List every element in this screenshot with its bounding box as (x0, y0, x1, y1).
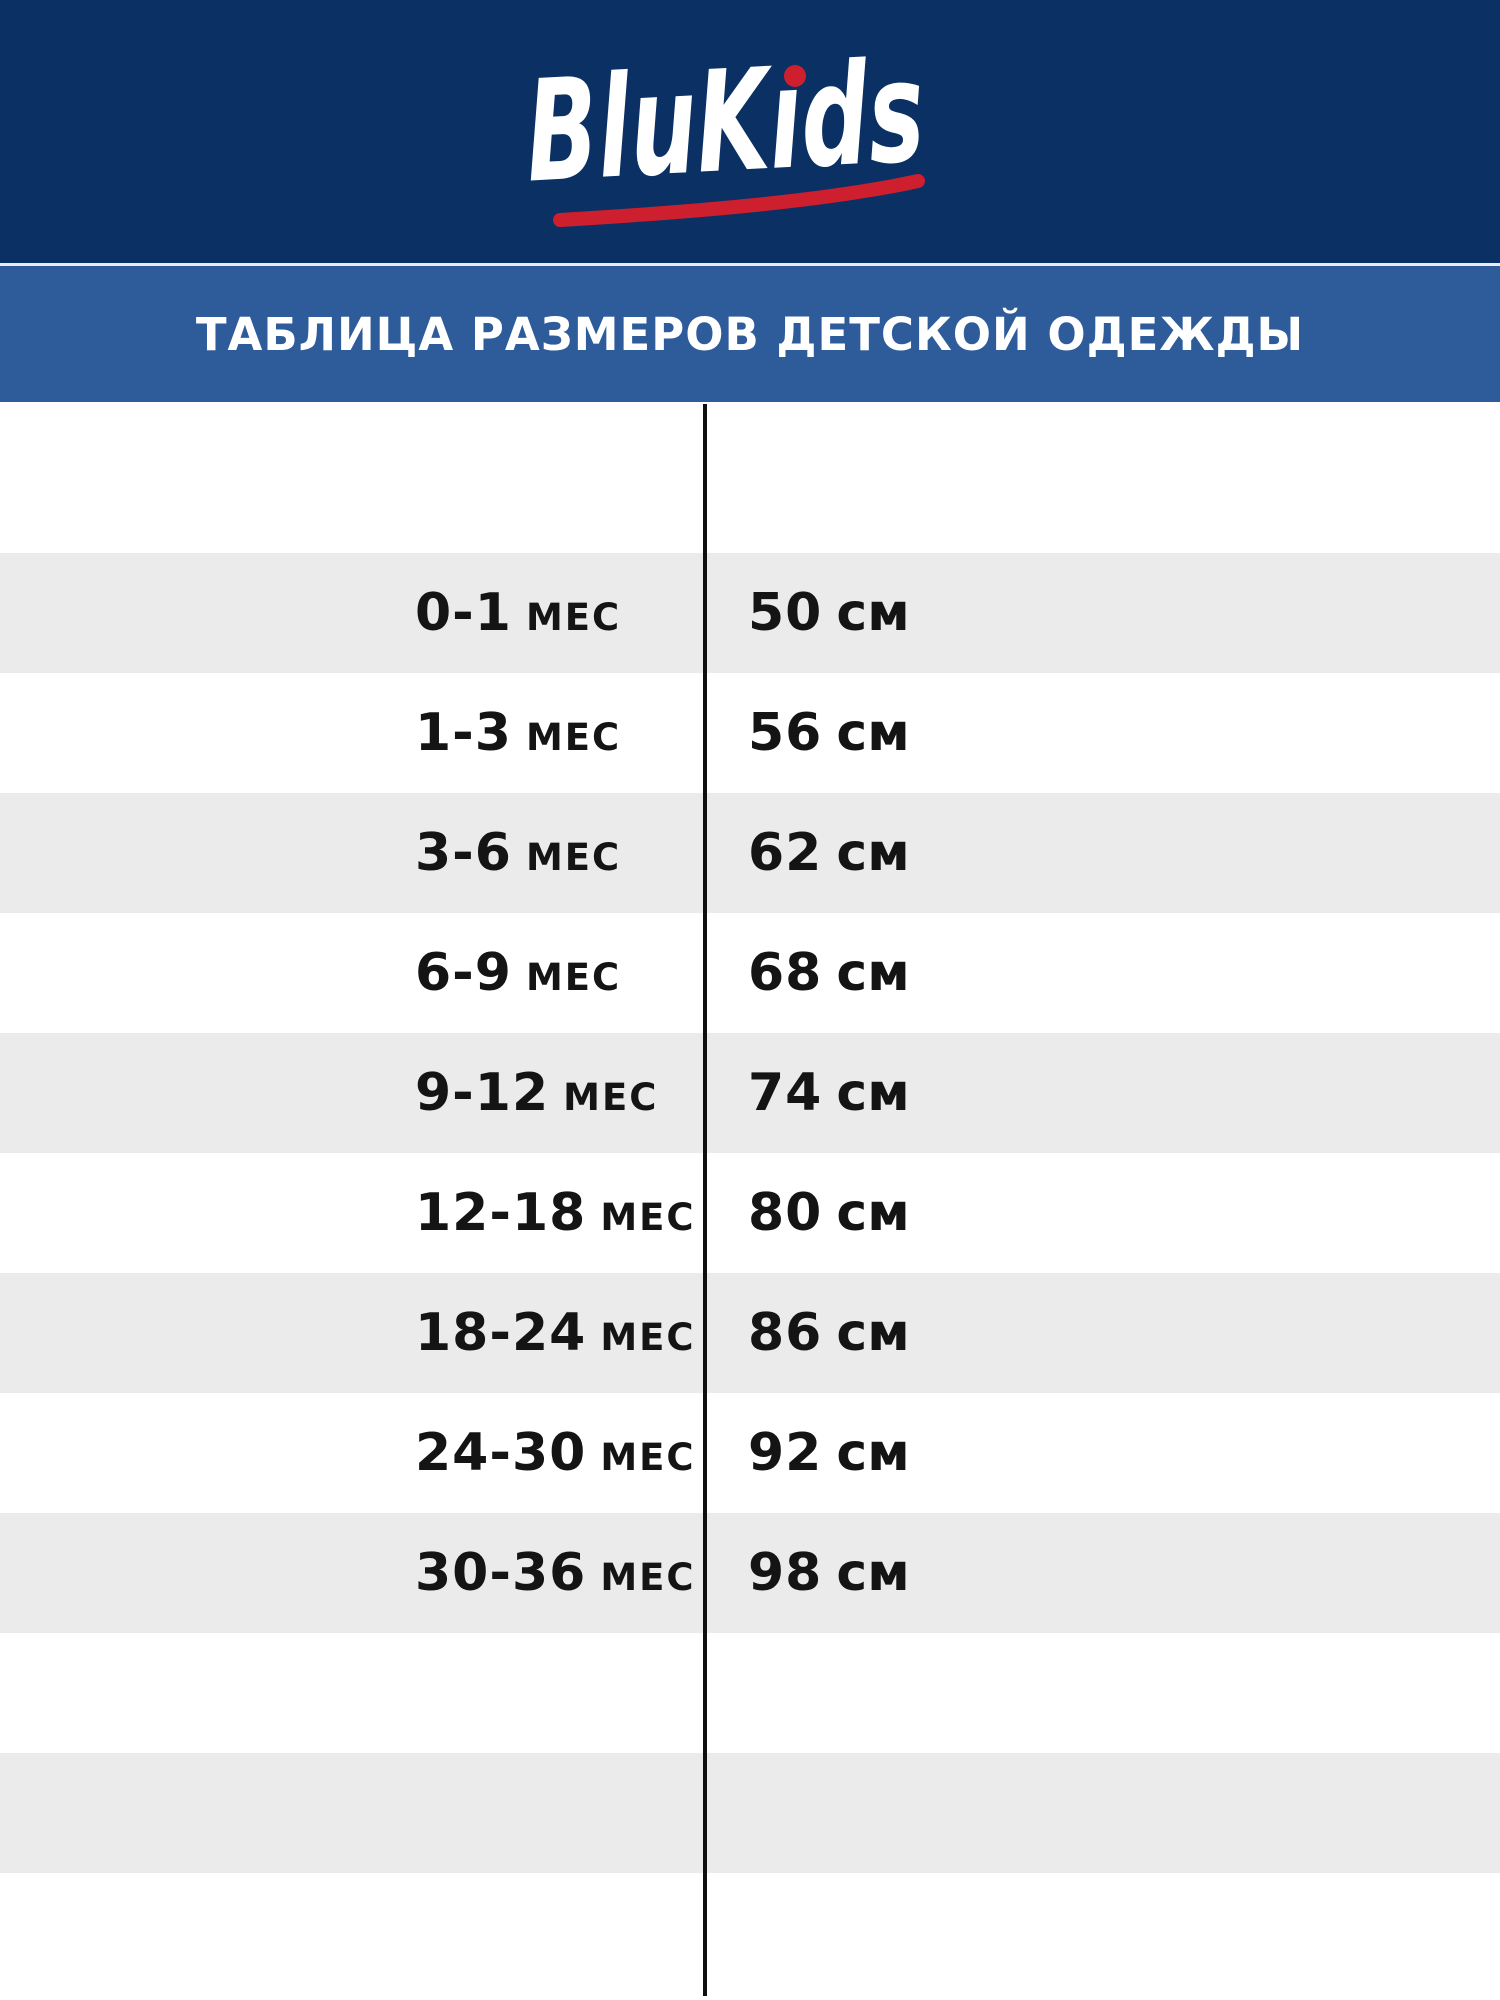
height-cell: 80 см (748, 1153, 910, 1273)
empty-stripe-row (0, 1873, 1500, 1993)
age-value: 9-12 (415, 1063, 550, 1123)
age-cell: 0-1 МЕС (415, 553, 621, 673)
height-unit: см (836, 823, 910, 883)
height-cell (748, 1753, 762, 1873)
table-rows-container: 0-1 МЕС 50 см 1-3 МЕС 56 см (0, 553, 1500, 1993)
age-cell: 1-3 МЕС (415, 673, 621, 793)
age-cell: 18-24 МЕС (415, 1273, 696, 1393)
height-value: 68 (748, 943, 823, 1003)
height-unit: см (836, 943, 910, 1003)
empty-stripe-row (0, 1633, 1500, 1753)
table-header: ВОЗРАСТ РОСТ РЕБЕНКА (0, 402, 1500, 914)
table-row: 12-18 МЕС 80 см (0, 1153, 1500, 1273)
height-value: 92 (748, 1423, 823, 1483)
age-value: 12-18 (415, 1183, 587, 1243)
age-unit: МЕС (563, 1076, 659, 1119)
height-unit: см (836, 1183, 910, 1243)
age-value: 18-24 (415, 1303, 587, 1363)
height-value: 98 (748, 1543, 823, 1603)
height-value: 62 (748, 823, 823, 883)
title-banner: ТАБЛИЦА РАЗМЕРОВ ДЕТСКОЙ ОДЕЖДЫ (0, 266, 1500, 402)
logo-text: BluKıds (522, 31, 928, 215)
height-value: 50 (748, 583, 823, 643)
age-unit: МЕС (525, 596, 622, 639)
age-value: 30-36 (415, 1543, 587, 1603)
page-title: ТАБЛИЦА РАЗМЕРОВ ДЕТСКОЙ ОДЕЖДЫ (195, 307, 1305, 361)
height-cell (748, 1873, 762, 1993)
blukids-logo-svg: BluKıds (522, 31, 928, 227)
height-cell: 92 см (748, 1393, 910, 1513)
age-unit: МЕС (600, 1556, 696, 1599)
age-unit: МЕС (600, 1196, 696, 1239)
age-cell: 9-12 МЕС (415, 1033, 658, 1153)
logo-underline-swoosh-icon (553, 174, 925, 227)
age-cell: 6-9 МЕС (415, 913, 621, 1033)
age-cell: 30-36 МЕС (415, 1513, 696, 1633)
height-value: 74 (748, 1063, 823, 1123)
empty-stripe-row (0, 1753, 1500, 1873)
age-cell: 12-18 МЕС (415, 1153, 696, 1273)
height-cell: 68 см (748, 913, 910, 1033)
height-unit: см (836, 583, 910, 643)
age-value: 1-3 (415, 703, 512, 763)
age-unit: МЕС (525, 836, 622, 879)
age-value: 6-9 (415, 943, 512, 1003)
height-cell: 50 см (748, 553, 910, 673)
height-cell: 74 см (748, 1033, 910, 1153)
table-row: 3-6 МЕС 62 см (0, 793, 1500, 913)
age-value: 0-1 (415, 583, 512, 643)
height-cell: 56 см (748, 673, 910, 793)
age-cell (415, 1753, 429, 1873)
column-divider-line (703, 404, 707, 1996)
height-unit: см (836, 1543, 910, 1603)
blukids-logo: BluKıds (518, 20, 942, 236)
age-cell: 3-6 МЕС (415, 793, 621, 913)
age-unit: МЕС (600, 1316, 696, 1359)
height-cell: 62 см (748, 793, 910, 913)
height-cell (748, 1633, 762, 1753)
table-row: 24-30 МЕС 92 см (0, 1393, 1500, 1513)
height-unit: см (836, 1423, 910, 1483)
age-unit: МЕС (525, 716, 622, 759)
brand-header: BluKıds (0, 0, 1500, 263)
age-cell: 24-30 МЕС (415, 1393, 696, 1513)
table-row: 0-1 МЕС 50 см (0, 553, 1500, 673)
height-value: 80 (748, 1183, 823, 1243)
age-unit: МЕС (600, 1436, 696, 1479)
table-row: 6-9 МЕС 68 см (0, 913, 1500, 1033)
logo-i-dot-icon (784, 65, 806, 87)
age-value: 24-30 (415, 1423, 587, 1483)
height-unit: см (836, 703, 910, 763)
age-cell (415, 1873, 429, 1993)
table-row: 1-3 МЕС 56 см (0, 673, 1500, 793)
table-row: 18-24 МЕС 86 см (0, 1273, 1500, 1393)
age-cell (415, 1633, 429, 1753)
table-row: 9-12 МЕС 74 см (0, 1033, 1500, 1153)
height-unit: см (836, 1063, 910, 1123)
age-unit: МЕС (525, 956, 622, 999)
height-value: 86 (748, 1303, 823, 1363)
height-cell: 98 см (748, 1513, 910, 1633)
height-unit: см (836, 1303, 910, 1363)
age-value: 3-6 (415, 823, 512, 883)
header-separator (0, 263, 1500, 266)
table-row: 30-36 МЕС 98 см (0, 1513, 1500, 1633)
height-cell: 86 см (748, 1273, 910, 1393)
height-value: 56 (748, 703, 823, 763)
